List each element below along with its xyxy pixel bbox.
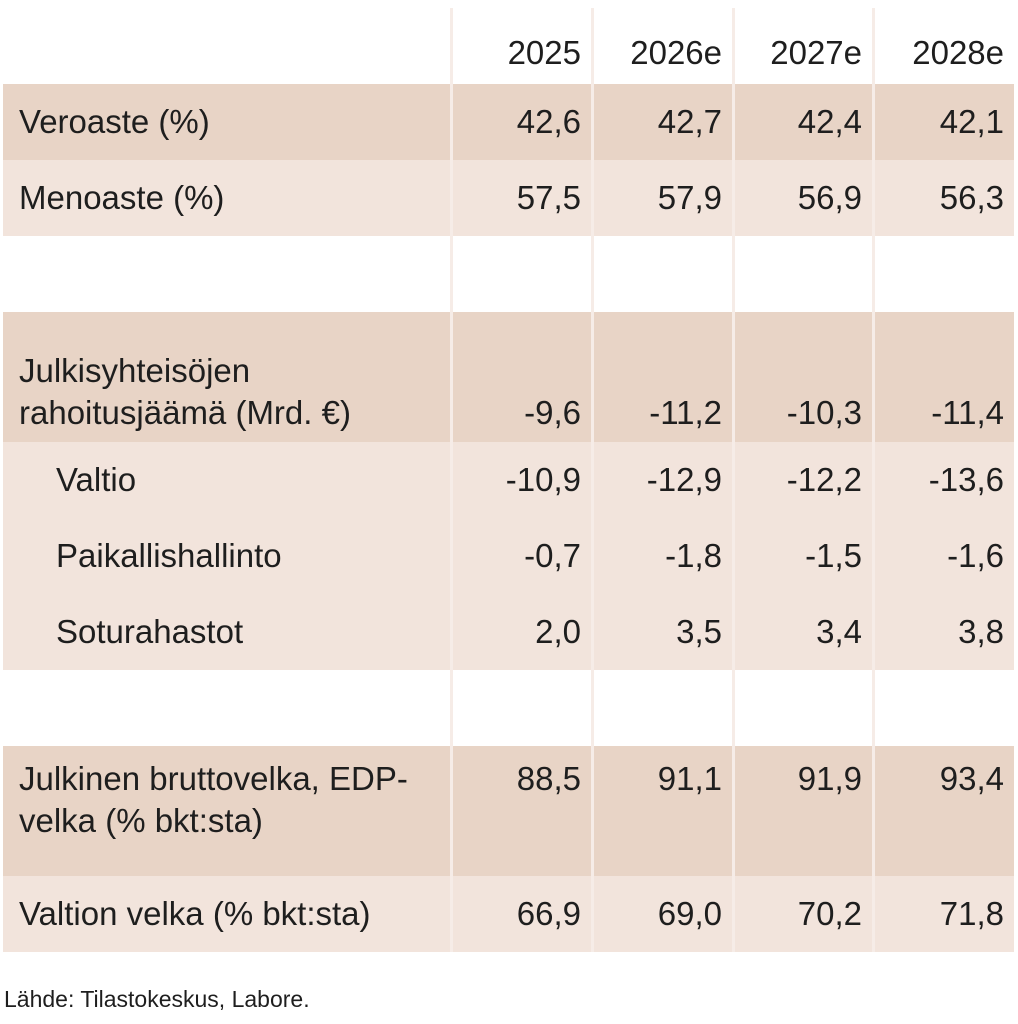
table-cell-value: 69,0 (594, 876, 732, 952)
table-cell-value: -13,6 (875, 442, 1014, 518)
table-cell-value: 57,5 (453, 160, 591, 236)
spacer-cell (3, 670, 450, 746)
row-label: Veroaste (%) (3, 84, 450, 160)
table-cell-value: 66,9 (453, 876, 591, 952)
row-label: Paikallishallinto (3, 518, 450, 594)
table-cell-value: 3,5 (594, 594, 732, 670)
row-label: Soturahastot (3, 594, 450, 670)
table-cell-value: -10,9 (453, 442, 591, 518)
header-empty-cell (3, 8, 450, 84)
table-cell-value: 91,9 (735, 746, 872, 876)
table-cell-value: 71,8 (875, 876, 1014, 952)
table-cell-value: 93,4 (875, 746, 1014, 876)
column-header: 2028e (875, 8, 1014, 84)
table-cell-value: 56,3 (875, 160, 1014, 236)
row-label: Menoaste (%) (3, 160, 450, 236)
row-label: Julkisyhteisöjen rahoitusjäämä (Mrd. €) (3, 312, 450, 442)
table-cell-value: 42,4 (735, 84, 872, 160)
column-header: 2027e (735, 8, 872, 84)
table-cell-value: 70,2 (735, 876, 872, 952)
table-cell-value: -9,6 (453, 312, 591, 442)
table-cell-value: -1,8 (594, 518, 732, 594)
table-cell-value: -1,5 (735, 518, 872, 594)
table-cell-value: 3,4 (735, 594, 872, 670)
spacer-cell (594, 236, 732, 312)
spacer-cell (875, 236, 1014, 312)
table-cell-value: 57,9 (594, 160, 732, 236)
table-cell-value: 42,1 (875, 84, 1014, 160)
table-cell-value: -12,9 (594, 442, 732, 518)
spacer-cell (453, 236, 591, 312)
table-cell-value: -10,3 (735, 312, 872, 442)
table-cell-value: -1,6 (875, 518, 1014, 594)
spacer-cell (594, 670, 732, 746)
column-header: 2026e (594, 8, 732, 84)
data-table: 2025 2026e 2027e 2028e Veroaste (%) 42,6 42,7 4… (3, 8, 1014, 952)
table-cell-value: 42,6 (453, 84, 591, 160)
table-cell-value: 91,1 (594, 746, 732, 876)
row-label: Julkinen bruttovelka, EDP-velka (% bkt:s… (3, 746, 450, 876)
table-cell-value: -12,2 (735, 442, 872, 518)
source-note: Lähde: Tilastokeskus, Labore. (4, 986, 310, 1012)
spacer-cell (3, 236, 450, 312)
table-cell-value: -0,7 (453, 518, 591, 594)
table-cell-value: 3,8 (875, 594, 1014, 670)
spacer-cell (875, 670, 1014, 746)
table-cell-value: 56,9 (735, 160, 872, 236)
spacer-cell (735, 236, 872, 312)
table-cell-value: 42,7 (594, 84, 732, 160)
table-cell-value: -11,2 (594, 312, 732, 442)
spacer-cell (735, 670, 872, 746)
row-label: Valtion velka (% bkt:sta) (3, 876, 450, 952)
table-cell-value: 2,0 (453, 594, 591, 670)
column-header: 2025 (453, 8, 591, 84)
table-cell-value: -11,4 (875, 312, 1014, 442)
table-cell-value: 88,5 (453, 746, 591, 876)
spacer-cell (453, 670, 591, 746)
row-label: Valtio (3, 442, 450, 518)
